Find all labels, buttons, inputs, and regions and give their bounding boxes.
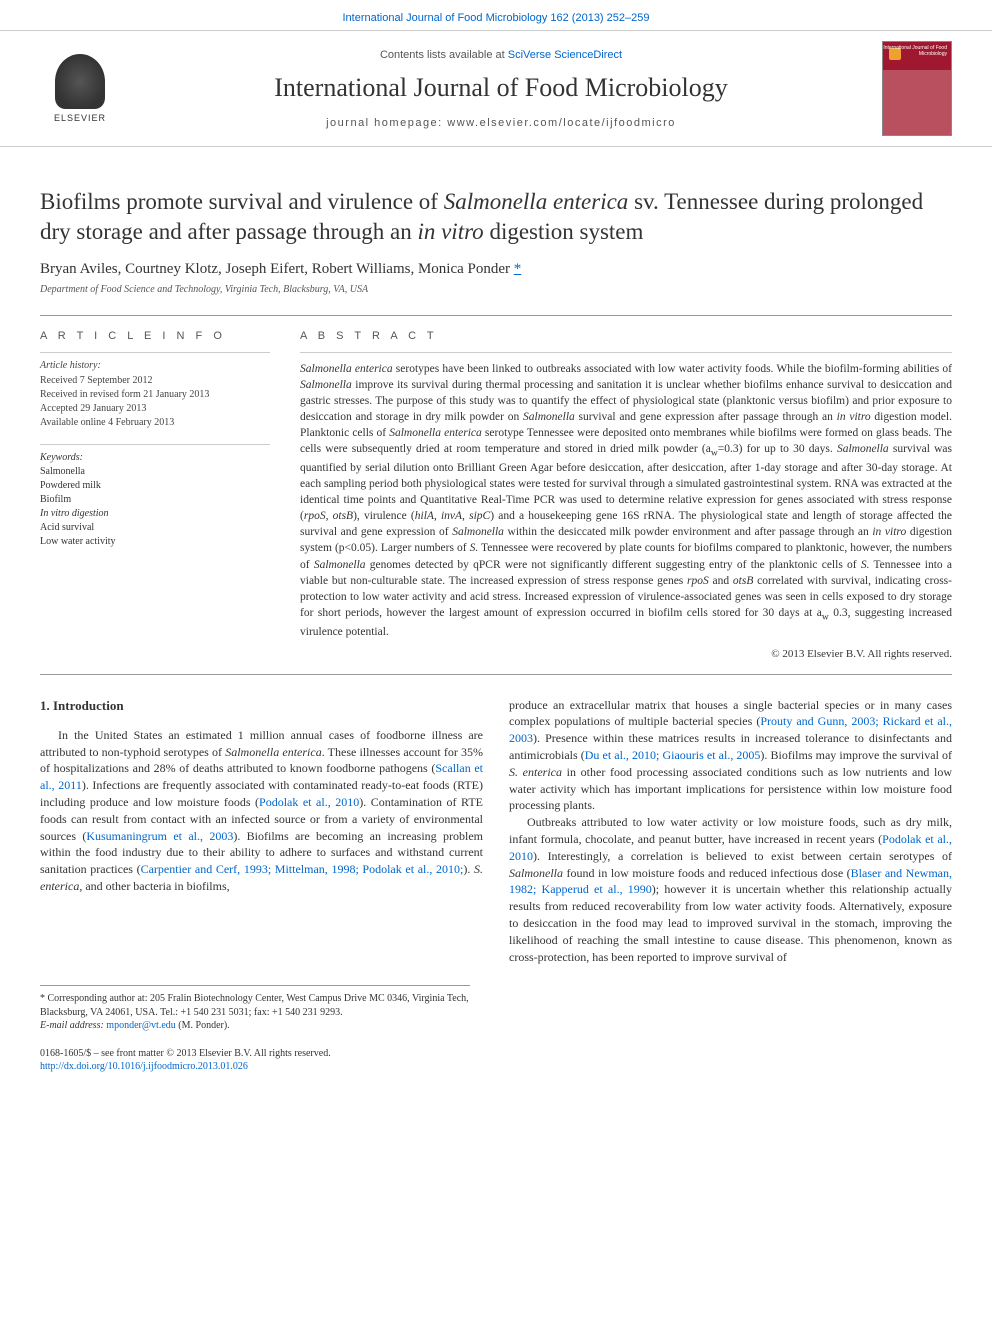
keyword: In vitro digestion (40, 507, 270, 521)
affiliation: Department of Food Science and Technolog… (40, 284, 952, 295)
author-list: Bryan Aviles, Courtney Klotz, Joseph Eif… (40, 261, 952, 278)
body-right-column: produce an extracellular matrix that hou… (509, 697, 952, 966)
citation-link[interactable]: Blaser and Newman, 1982; Kapperud et al.… (509, 866, 952, 897)
date-available: Available online 4 February 2013 (40, 416, 270, 430)
title-em: in vitro (417, 219, 483, 244)
footnote-block: * Corresponding author at: 205 Fralin Bi… (40, 985, 470, 1033)
corresponding-footnote: * Corresponding author at: 205 Fralin Bi… (40, 992, 470, 1019)
journal-header: ELSEVIER Contents lists available at Sci… (0, 30, 992, 147)
copyright: © 2013 Elsevier B.V. All rights reserved… (300, 648, 952, 660)
citation-link[interactable]: Podolak et al., 2010 (509, 832, 952, 863)
citation-link[interactable]: Kusumaningrum et al., 2003 (86, 829, 233, 843)
title-text: digestion system (484, 219, 644, 244)
elsevier-tree-icon (55, 54, 105, 109)
keywords-head: Keywords: (40, 451, 270, 465)
citation-link[interactable]: Podolak et al., 2010 (259, 795, 359, 809)
citation-link[interactable]: Scallan et al., 2011 (40, 761, 483, 792)
homepage-prefix: journal homepage: (326, 117, 447, 129)
divider (40, 352, 270, 353)
history-head: Article history: (40, 359, 270, 373)
publisher-logo[interactable]: ELSEVIER (40, 44, 120, 134)
divider (40, 674, 952, 675)
homepage-line: journal homepage: www.elsevier.com/locat… (140, 117, 862, 129)
title-em: Salmonella enterica (444, 189, 629, 214)
article-title: Biofilms promote survival and virulence … (40, 187, 952, 247)
abstract-head: A B S T R A C T (300, 330, 952, 342)
keywords-block: Keywords: Salmonella Powdered milk Biofi… (40, 444, 270, 549)
abstract-text: Salmonella enterica serotypes have been … (300, 361, 952, 640)
corresponding-mark[interactable]: * (514, 261, 522, 277)
body-columns: 1. Introduction In the United States an … (40, 697, 952, 966)
title-text: Biofilms promote survival and virulence … (40, 189, 444, 214)
body-paragraph: Outbreaks attributed to low water activi… (509, 814, 952, 965)
keyword: Acid survival (40, 521, 270, 535)
email-link[interactable]: mponder@vt.edu (106, 1020, 175, 1031)
keyword: Salmonella (40, 465, 270, 479)
article-info-column: A R T I C L E I N F O Article history: R… (40, 330, 270, 660)
keyword: Powdered milk (40, 479, 270, 493)
footer-block: 0168-1605/$ – see front matter © 2013 El… (40, 1047, 952, 1074)
publisher-name: ELSEVIER (54, 113, 106, 123)
divider (300, 352, 952, 353)
journal-citation-link[interactable]: International Journal of Food Microbiolo… (0, 0, 992, 30)
sciencedirect-link[interactable]: SciVerse ScienceDirect (508, 49, 622, 61)
article-history: Article history: Received 7 September 20… (40, 359, 270, 430)
section-heading: 1. Introduction (40, 697, 483, 715)
contents-prefix: Contents lists available at (380, 49, 508, 61)
abstract-column: A B S T R A C T Salmonella enterica sero… (300, 330, 952, 660)
email-line: E-mail address: mponder@vt.edu (M. Ponde… (40, 1019, 470, 1033)
citation-link[interactable]: Carpentier and Cerf, 1993; Mittelman, 19… (141, 862, 464, 876)
body-paragraph: produce an extracellular matrix that hou… (509, 697, 952, 815)
article-info-head: A R T I C L E I N F O (40, 330, 270, 342)
citation-link[interactable]: Du et al., 2010; Giaouris et al., 2005 (585, 748, 761, 762)
journal-cover-thumb[interactable]: International Journal of Food Microbiolo… (882, 41, 952, 136)
cover-label: International Journal of Food Microbiolo… (883, 46, 947, 57)
citation-link[interactable]: Prouty and Gunn, 2003; Rickard et al., 2… (509, 714, 952, 745)
header-center: Contents lists available at SciVerse Sci… (140, 39, 862, 139)
email-label: E-mail address: (40, 1020, 106, 1031)
keyword: Low water activity (40, 535, 270, 549)
date-received: Received 7 September 2012 (40, 374, 270, 388)
body-paragraph: In the United States an estimated 1 mill… (40, 727, 483, 895)
divider (40, 315, 952, 316)
homepage-url[interactable]: www.elsevier.com/locate/ijfoodmicro (447, 117, 676, 129)
body-left-column: 1. Introduction In the United States an … (40, 697, 483, 966)
email-name: (M. Ponder). (176, 1020, 230, 1031)
doi-link[interactable]: http://dx.doi.org/10.1016/j.ijfoodmicro.… (40, 1061, 248, 1072)
date-accepted: Accepted 29 January 2013 (40, 402, 270, 416)
date-revised: Received in revised form 21 January 2013 (40, 388, 270, 402)
journal-name: International Journal of Food Microbiolo… (140, 73, 862, 103)
author-names: Bryan Aviles, Courtney Klotz, Joseph Eif… (40, 261, 514, 277)
issn-line: 0168-1605/$ – see front matter © 2013 El… (40, 1047, 952, 1061)
keyword: Biofilm (40, 493, 270, 507)
contents-line: Contents lists available at SciVerse Sci… (140, 49, 862, 61)
